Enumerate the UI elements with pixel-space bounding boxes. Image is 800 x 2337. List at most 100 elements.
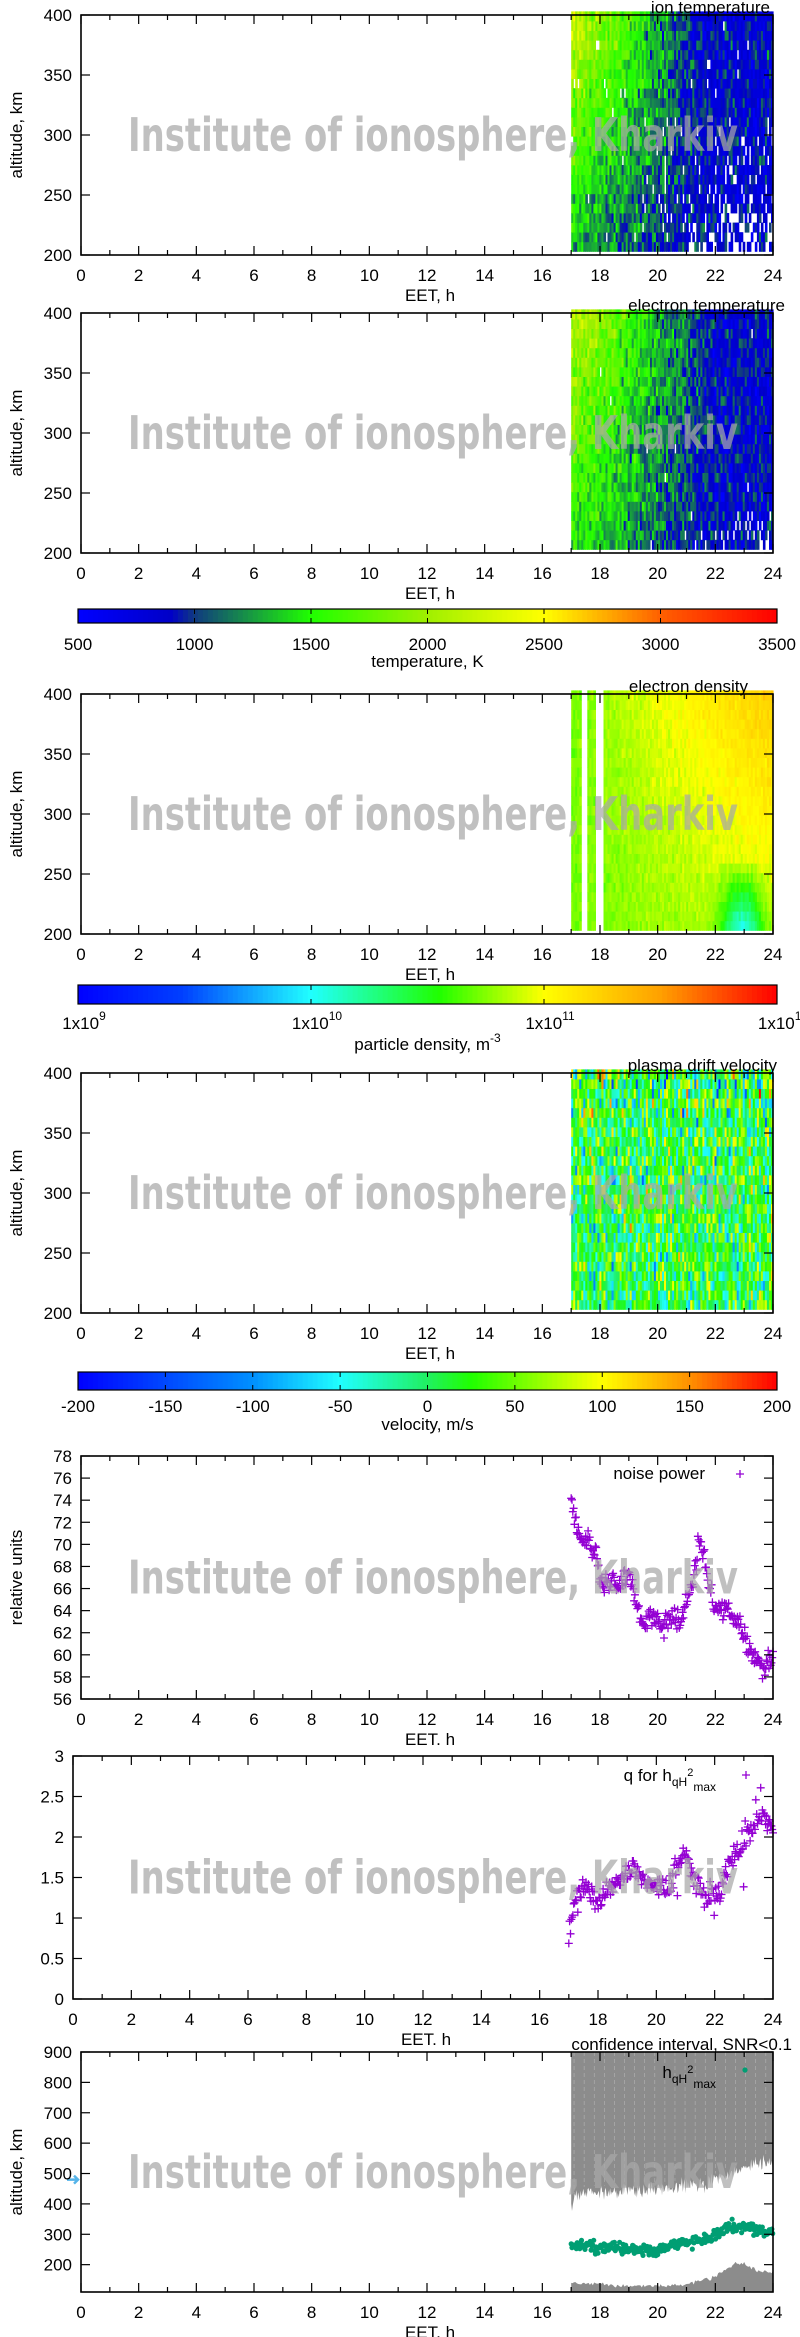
heatmap-cell (579, 69, 582, 79)
chart-title: ion temperature (651, 0, 770, 17)
heatmap-cell (722, 241, 726, 252)
heatmap-cell (700, 174, 703, 185)
heatmap-cell (587, 165, 590, 175)
heatmap-cell (655, 117, 659, 127)
heatmap-cell (581, 222, 584, 233)
heatmap-cell (591, 40, 594, 51)
heatmap-cell (740, 59, 744, 70)
heatmap-cell (595, 443, 598, 454)
heatmap-cell (651, 203, 655, 214)
heatmap-cell (744, 184, 748, 195)
heatmap-cell (629, 49, 633, 60)
heatmap-cell (754, 49, 758, 60)
x-tick-label: 4 (192, 564, 201, 583)
heatmap-cell (613, 232, 617, 243)
heatmap-cell (750, 174, 754, 185)
heatmap-cell (581, 463, 584, 473)
heatmap-cell (595, 203, 598, 214)
heatmap-cell (621, 88, 625, 99)
heatmap-cell (581, 193, 584, 204)
heatmap-cell (760, 107, 764, 118)
heatmap-cell (591, 386, 594, 397)
heatmap-cell (619, 49, 623, 60)
heatmap-cell (647, 97, 651, 108)
heatmap-cell (639, 78, 643, 89)
heatmap-cell (579, 49, 582, 60)
heatmap-cell (718, 11, 722, 22)
heatmap-cell (589, 463, 592, 473)
heatmap-cell (724, 107, 728, 118)
heatmap-cell (649, 241, 653, 252)
heatmap-cell (684, 21, 687, 31)
heatmap-cell (585, 319, 588, 329)
heatmap-cell (573, 174, 576, 185)
heatmap-cell (597, 222, 600, 233)
heatmap-cell (581, 395, 584, 406)
heatmap-cell (750, 203, 754, 214)
heatmap-cell (591, 395, 594, 406)
heatmap-cell (653, 213, 657, 223)
heatmap-cell (591, 155, 594, 166)
heatmap-cell (730, 40, 734, 51)
heatmap-cell (593, 126, 596, 137)
heatmap-cell (595, 11, 598, 22)
heatmap-cell (704, 97, 707, 108)
heatmap-cell (694, 193, 697, 204)
heatmap-cell (603, 145, 607, 156)
heatmap-cell (649, 155, 653, 166)
heatmap-cell (577, 501, 580, 512)
heatmap-cell (603, 165, 607, 175)
heatmap-cell (589, 136, 592, 147)
heatmap-cell (714, 117, 718, 127)
heatmap-cell (676, 49, 679, 60)
heatmap-cell (633, 88, 637, 99)
heatmap-cell (696, 213, 699, 223)
heatmap-cell (698, 40, 701, 51)
heatmap-cell (678, 11, 681, 22)
heatmap-cell (760, 126, 764, 137)
heatmap-cell (653, 232, 657, 243)
heatmap-cell (581, 424, 584, 435)
heatmap-cell (736, 21, 740, 31)
heatmap-cell (752, 193, 756, 204)
heatmap-cell (635, 232, 639, 243)
heatmap-cell (593, 11, 596, 22)
heatmap-cell (752, 184, 756, 195)
heatmap-cell (591, 530, 594, 541)
heatmap-cell (603, 49, 607, 60)
heatmap-cell (581, 165, 584, 175)
heatmap-cell (762, 59, 766, 70)
heatmap-cell (744, 511, 748, 521)
heatmap-cell (680, 107, 683, 118)
heatmap-cell (686, 222, 689, 233)
heatmap-cell (573, 511, 576, 521)
heatmap-cell (595, 357, 598, 368)
heatmap-cell (662, 30, 665, 41)
heatmap-cell (664, 97, 667, 108)
heatmap-cell (758, 213, 762, 223)
heatmap-cell (714, 222, 718, 233)
heatmap-cell (579, 328, 582, 339)
heatmap-cell (702, 174, 705, 185)
heatmap-cell (718, 530, 722, 541)
heatmap-cell (625, 136, 629, 147)
heatmap-cell (575, 491, 578, 502)
heatmap-cell (690, 49, 693, 60)
heatmap-cell (585, 40, 588, 51)
heatmap-cell (645, 155, 649, 166)
heatmap-cell (716, 40, 720, 51)
heatmap-cell (686, 59, 689, 70)
heatmap-cell (702, 21, 705, 31)
heatmap-cell (746, 88, 750, 99)
heatmap-cell (692, 97, 695, 108)
heatmap-cell (629, 213, 633, 223)
heatmap-cell (603, 213, 607, 223)
heatmap-cell (601, 213, 604, 223)
heatmap-cell (577, 386, 580, 397)
heatmap-cell (668, 59, 671, 70)
heatmap-cell (593, 395, 596, 406)
heatmap-cell (734, 59, 738, 70)
heatmap-cell (635, 241, 639, 252)
heatmap-cell (714, 213, 718, 223)
heatmap-cell (680, 78, 683, 89)
